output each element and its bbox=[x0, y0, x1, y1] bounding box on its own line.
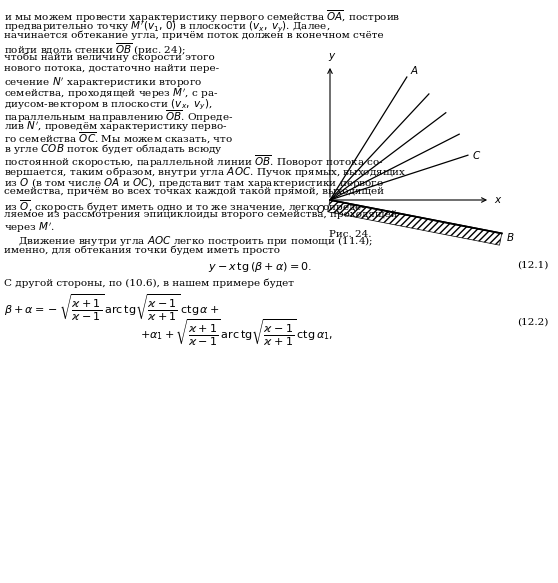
Text: начинается обтекание угла, причём поток должен в конечном счёте: начинается обтекание угла, причём поток … bbox=[4, 30, 384, 40]
Text: $B$: $B$ bbox=[506, 231, 514, 243]
Text: и мы можем провести характеристику первого семейства $\overline{OA}$, построив: и мы можем провести характеристику перво… bbox=[4, 8, 401, 24]
Text: $+ \alpha_1 + \sqrt{\dfrac{\varkappa+1}{\varkappa-1}}\,\mathrm{arc\,tg}\sqrt{\df: $+ \alpha_1 + \sqrt{\dfrac{\varkappa+1}{… bbox=[140, 318, 333, 348]
Text: лив $N'$, проведём характеристику перво-: лив $N'$, проведём характеристику перво- bbox=[4, 120, 228, 135]
Text: предварительно точку $M'(v_1,\,0)$ в плоскости $(v_x,\; v_y)$. Далее,: предварительно точку $M'(v_1,\,0)$ в пло… bbox=[4, 19, 330, 34]
Text: ляемое из рассмотрения эпициклоиды второго семейства, проходящей: ляемое из рассмотрения эпициклоиды второ… bbox=[4, 210, 397, 219]
Text: $x$: $x$ bbox=[494, 195, 503, 205]
Text: (12.2): (12.2) bbox=[517, 318, 548, 327]
Text: $C$: $C$ bbox=[472, 149, 481, 161]
Text: $y - x\,\mathrm{tg}\,(\beta + \alpha) = 0.$: $y - x\,\mathrm{tg}\,(\beta + \alpha) = … bbox=[208, 261, 312, 275]
Text: (12.1): (12.1) bbox=[517, 261, 548, 269]
Text: чтобы найти величину скорости этого: чтобы найти величину скорости этого bbox=[4, 53, 215, 62]
Text: семейства, причём во всех точках каждой такой прямой, выходящей: семейства, причём во всех точках каждой … bbox=[4, 187, 384, 196]
Text: нового потока, достаточно найти пере-: нового потока, достаточно найти пере- bbox=[4, 64, 219, 73]
Text: в угле $COB$ поток будет обладать всюду: в угле $COB$ поток будет обладать всюду bbox=[4, 142, 223, 156]
Text: постоянной скоростью, параллельной линии $\overline{OB}$. Поворот потока со-: постоянной скоростью, параллельной линии… bbox=[4, 153, 384, 170]
Text: из $\overline{O}$, скорость будет иметь одно и то же значение, легко опреде-: из $\overline{O}$, скорость будет иметь … bbox=[4, 198, 366, 215]
Text: $y$: $y$ bbox=[328, 51, 336, 63]
Text: $O$: $O$ bbox=[316, 203, 325, 215]
Text: пойти вдоль стенки $\overline{OB}$ (рис. 24);: пойти вдоль стенки $\overline{OB}$ (рис.… bbox=[4, 41, 186, 58]
Text: С другой стороны, по (10.6), в нашем примере будет: С другой стороны, по (10.6), в нашем при… bbox=[4, 279, 294, 288]
Text: диусом-вектором в плоскости $(v_x,\; v_y)$,: диусом-вектором в плоскости $(v_x,\; v_y… bbox=[4, 97, 213, 112]
Text: параллельным направлению $\overline{OB}$. Опреде-: параллельным направлению $\overline{OB}$… bbox=[4, 109, 233, 125]
Polygon shape bbox=[328, 200, 502, 245]
Text: сечение $N'$ характеристики второго: сечение $N'$ характеристики второго bbox=[4, 75, 202, 90]
Text: семейства, проходящей через $M'$, с ра-: семейства, проходящей через $M'$, с ра- bbox=[4, 86, 218, 101]
Text: го семейства $\overline{OC}$. Мы можем сказать, что: го семейства $\overline{OC}$. Мы можем с… bbox=[4, 131, 233, 146]
Text: $\beta + \alpha = -\sqrt{\dfrac{\varkappa+1}{\varkappa-1}}\,\mathrm{arc\,tg}\sqr: $\beta + \alpha = -\sqrt{\dfrac{\varkapp… bbox=[4, 293, 219, 323]
Text: именно, для обтекания точки будем иметь просто: именно, для обтекания точки будем иметь … bbox=[4, 245, 280, 255]
Text: Рис. 24.: Рис. 24. bbox=[329, 230, 371, 239]
Text: вершается, таким образом, внутри угла $AOC$. Пучок прямых, выходящих: вершается, таким образом, внутри угла $A… bbox=[4, 165, 406, 179]
Text: через $M'$.: через $M'$. bbox=[4, 221, 55, 235]
Text: $A$: $A$ bbox=[410, 64, 418, 76]
Text: из $O$ (в том числе $OA$ и $OC$), представит там характеристики первого: из $O$ (в том числе $OA$ и $OC$), предст… bbox=[4, 176, 384, 190]
Text: Движение внутри угла $AOC$ легко построить при помощи (11.4);: Движение внутри угла $AOC$ легко построи… bbox=[18, 234, 373, 248]
